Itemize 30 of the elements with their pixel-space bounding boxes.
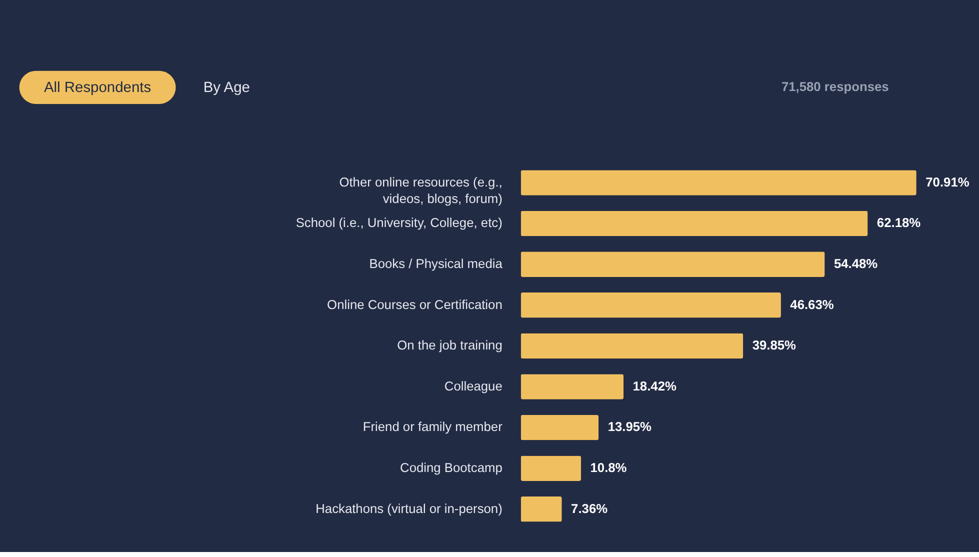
text: All Respondents: [44, 80, 152, 96]
y-tick-label: Colleague: [444, 378, 502, 394]
y-tick-label: Coding Bootcamp: [400, 460, 502, 476]
y-tick-label: On the job training: [397, 338, 502, 353]
bar: [520, 496, 562, 522]
y-tick-label: Books / Physical media: [369, 256, 504, 272]
bar: [520, 374, 624, 400]
data-label: 54.48%: [834, 256, 878, 272]
y-tick-label: Friend or family member: [362, 419, 504, 434]
data-label: 7.36%: [571, 500, 608, 516]
bar: [520, 252, 825, 277]
data-label: 46.63%: [790, 296, 834, 312]
bar: [520, 414, 599, 440]
data-label: 13.95%: [608, 419, 652, 434]
y-tick-label: Other online resources (e.g., videos, blogs, forum): [339, 174, 502, 206]
y-tick-label: Online Courses or Certification: [327, 296, 502, 312]
text: 71,580 responses: [781, 79, 889, 94]
bar: [520, 456, 582, 481]
data-label: 18.42%: [632, 378, 677, 394]
data-label: 10.8%: [590, 460, 628, 476]
bar: [520, 170, 916, 196]
bar: [520, 333, 744, 359]
bar: [520, 210, 868, 236]
data-label: 70.91%: [926, 174, 970, 190]
text: By Age: [203, 80, 250, 96]
data-label: 62.18%: [876, 215, 922, 230]
bar: [520, 292, 781, 318]
y-tick-label: Hackathons (virtual or in-person): [316, 500, 502, 516]
y-tick-label: School (i.e., University, College, etc): [296, 215, 502, 230]
data-label: 39.85%: [752, 338, 797, 353]
